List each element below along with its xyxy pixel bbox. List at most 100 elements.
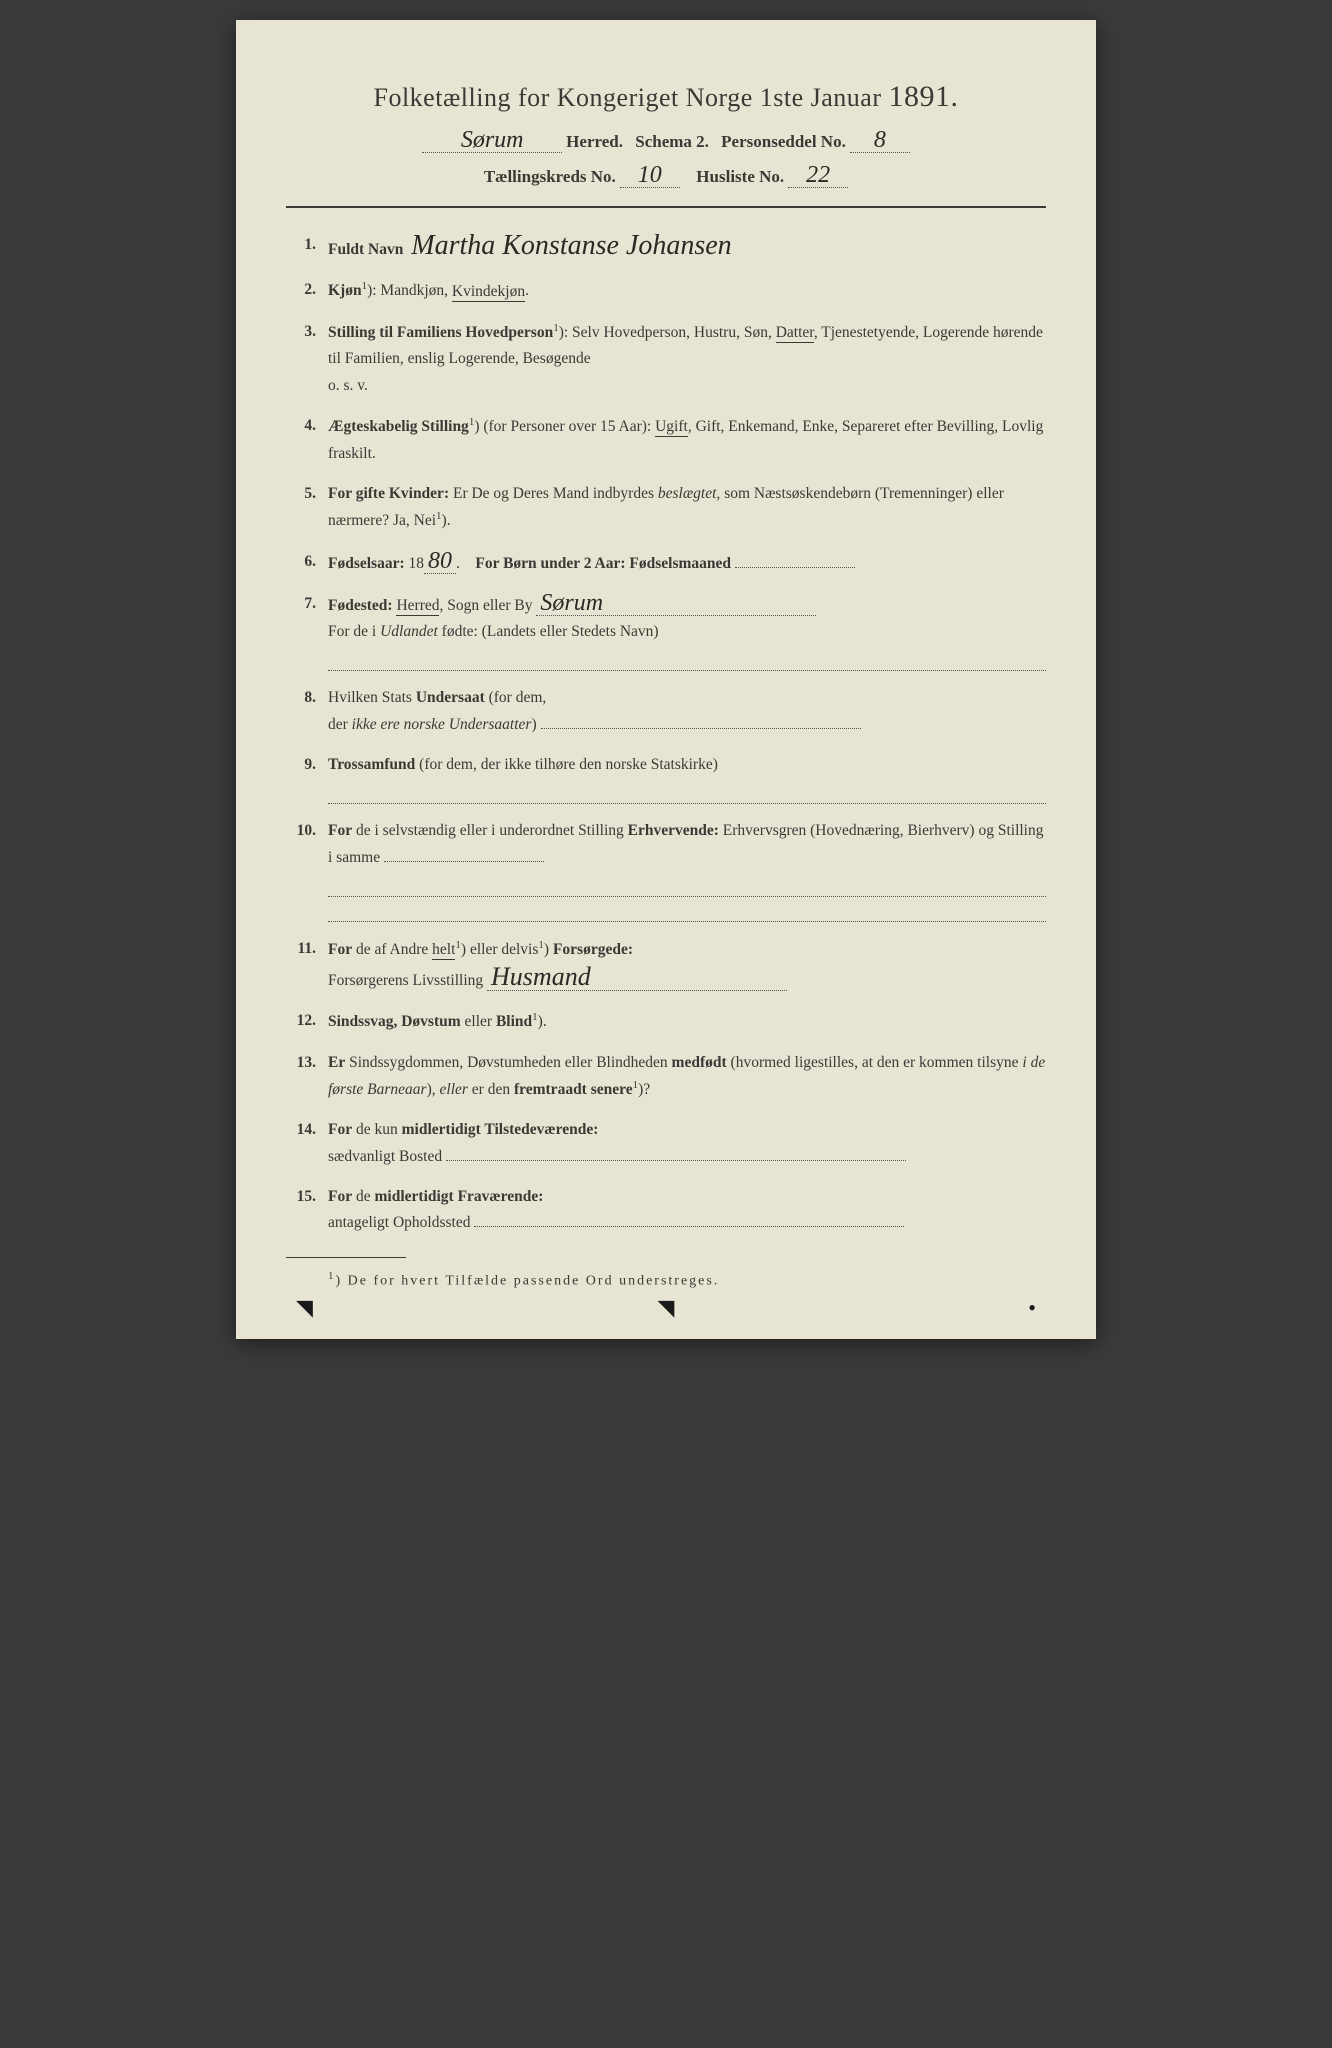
text-14a: de kun: [352, 1121, 402, 1138]
line2-11: Forsørgerens Livsstilling: [328, 972, 483, 989]
label-8: Undersaat: [416, 689, 485, 706]
italic-5: beslægtet,: [658, 485, 720, 502]
herred-label: Herred.: [566, 132, 623, 152]
herred-value: Sørum: [422, 128, 562, 153]
content-10: For de i selvstændig eller i underordnet…: [328, 818, 1046, 922]
num-4: 4.: [286, 413, 328, 467]
text-11c: ): [544, 941, 553, 958]
title-year: 1891.: [888, 80, 958, 113]
text-7a: , Sogn eller By: [439, 597, 532, 614]
birthplace-type: Herred: [396, 597, 439, 616]
relation-selected: Datter: [776, 324, 814, 343]
label-11: For: [328, 941, 352, 958]
content-11: For de af Andre helt1) eller delvis1) Fo…: [328, 936, 1046, 994]
field-6-birthyear: 6. Fødselsaar: 1880. For Børn under 2 Aa…: [286, 549, 1046, 577]
schema-label: Schema 2.: [635, 132, 709, 152]
field-12-disability: 12. Sindssvag, Døvstum eller Blind1).: [286, 1008, 1046, 1036]
label-12: Sindssvag, Døvstum: [328, 1013, 461, 1030]
text-13b: (hvormed ligestilles, at den er kommen t…: [727, 1054, 1023, 1071]
num-14: 14.: [286, 1117, 328, 1170]
field-10-occupation: 10. For de i selvstændig eller i underor…: [286, 818, 1046, 922]
label-6: Fødselsaar:: [328, 555, 405, 572]
footnote-divider: [286, 1257, 406, 1258]
header-divider: [286, 206, 1046, 208]
text-8d: ): [531, 716, 536, 733]
text-2b: .: [525, 283, 529, 300]
personseddel-label: Personseddel No.: [721, 132, 846, 152]
content-8: Hvilken Stats Undersaat (for dem, der ik…: [328, 685, 1046, 738]
personseddel-value: 8: [850, 128, 910, 153]
header-line-2: Tællingskreds No. 10 Husliste No. 22: [286, 163, 1046, 188]
num-11: 11.: [286, 936, 328, 994]
field-8-citizenship: 8. Hvilken Stats Undersaat (for dem, der…: [286, 685, 1046, 738]
field-5-married-women: 5. For gifte Kvinder: Er De og Deres Man…: [286, 481, 1046, 535]
content-9: Trossamfund (for dem, der ikke tilhøre d…: [328, 752, 1046, 804]
num-12: 12.: [286, 1008, 328, 1036]
italic-8: ikke ere norske Undersaatter: [352, 716, 532, 733]
content-6: Fødselsaar: 1880. For Børn under 2 Aar: …: [328, 549, 1046, 577]
label-14b: midlertidigt Tilstedeværende:: [402, 1121, 599, 1138]
form-title: Folketælling for Kongeriget Norge 1ste J…: [286, 80, 1046, 114]
form-body: 1. Fuldt Navn Martha Konstanse Johansen …: [286, 232, 1046, 1237]
text-8a: Hvilken Stats: [328, 689, 416, 706]
field-4-marital: 4. Ægteskabelig Stilling1) (for Personer…: [286, 413, 1046, 467]
label-13a: Er: [328, 1054, 345, 1071]
text-2a: ): Mandkjøn,: [367, 283, 452, 300]
num-3: 3.: [286, 319, 328, 399]
field-7-birthplace: 7. Fødested: Herred, Sogn eller By Sørum…: [286, 591, 1046, 671]
text-4a: ) (for Personer over 15 Aar):: [474, 418, 655, 435]
birthmonth-blank: [735, 552, 855, 568]
text-3a: ): Selv Hovedperson, Hustru, Søn,: [559, 324, 776, 341]
content-7: Fødested: Herred, Sogn eller By Sørum Fo…: [328, 591, 1046, 671]
content-4: Ægteskabelig Stilling1) (for Personer ov…: [328, 413, 1046, 467]
occ-blank-1: [384, 846, 544, 862]
content-15: For de midlertidigt Fraværende: antageli…: [328, 1184, 1046, 1237]
kreds-label: Tællingskreds No.: [484, 167, 616, 187]
line2-15: antageligt Opholdssted: [328, 1214, 471, 1231]
num-5: 5.: [286, 481, 328, 535]
helt-selected: helt: [432, 941, 455, 960]
text-5a: Er De og Deres Mand indbyrdes: [449, 485, 658, 502]
label-5: For gifte Kvinder:: [328, 485, 449, 502]
marital-selected: Ugift: [655, 418, 688, 437]
num-13: 13.: [286, 1050, 328, 1104]
text-13a: Sindssygdommen, Døvstumheden eller Blind…: [345, 1054, 671, 1071]
num-1: 1.: [286, 232, 328, 263]
text-7c: fødte: (Landets eller Stedets Navn): [438, 623, 659, 640]
foreign-blank: [328, 650, 1046, 672]
italic-7: Udlandet: [380, 623, 438, 640]
label-12b: Blind: [496, 1013, 532, 1030]
line2-14: sædvanligt Bosted: [328, 1148, 442, 1165]
label-9: Trossamfund: [328, 756, 415, 773]
prefix-6: 18: [405, 555, 424, 572]
num-9: 9.: [286, 752, 328, 804]
field-3-relation: 3. Stilling til Familiens Hovedperson1):…: [286, 319, 1046, 399]
field-15-absent: 15. For de midlertidigt Fraværende: anta…: [286, 1184, 1046, 1237]
label-10a: For: [328, 822, 352, 839]
whereabouts-blank: [474, 1212, 904, 1228]
content-13: Er Sindssygdommen, Døvstumheden eller Bl…: [328, 1050, 1046, 1104]
corner-mark-right: •: [1028, 1295, 1036, 1321]
text-7b: For de i: [328, 623, 380, 640]
text-8c: der: [328, 716, 352, 733]
text-3c: o. s. v.: [328, 377, 368, 394]
usual-residence-blank: [446, 1145, 906, 1161]
text-13c: ),: [427, 1081, 440, 1098]
num-6: 6.: [286, 549, 328, 577]
title-text: Folketælling for Kongeriget Norge 1ste J…: [374, 83, 882, 112]
label-3: Stilling til Familiens Hovedperson: [328, 324, 553, 341]
text-12a: eller: [461, 1013, 496, 1030]
religion-blank: [328, 782, 1046, 804]
label-14a: For: [328, 1121, 352, 1138]
husliste-value: 22: [788, 163, 848, 188]
provider-value: Husmand: [487, 964, 787, 991]
census-form-page: Folketælling for Kongeriget Norge 1ste J…: [236, 20, 1096, 1339]
occ-blank-2: [328, 875, 1046, 897]
field-11-dependent: 11. For de af Andre helt1) eller delvis1…: [286, 936, 1046, 994]
header-line-1: Sørum Herred. Schema 2. Personseddel No.…: [286, 128, 1046, 153]
label-10b: Erhvervende:: [628, 822, 719, 839]
italic-13b: eller: [440, 1081, 468, 1098]
field-14-present: 14. For de kun midlertidigt Tilstedevære…: [286, 1117, 1046, 1170]
num-8: 8.: [286, 685, 328, 738]
num-15: 15.: [286, 1184, 328, 1237]
